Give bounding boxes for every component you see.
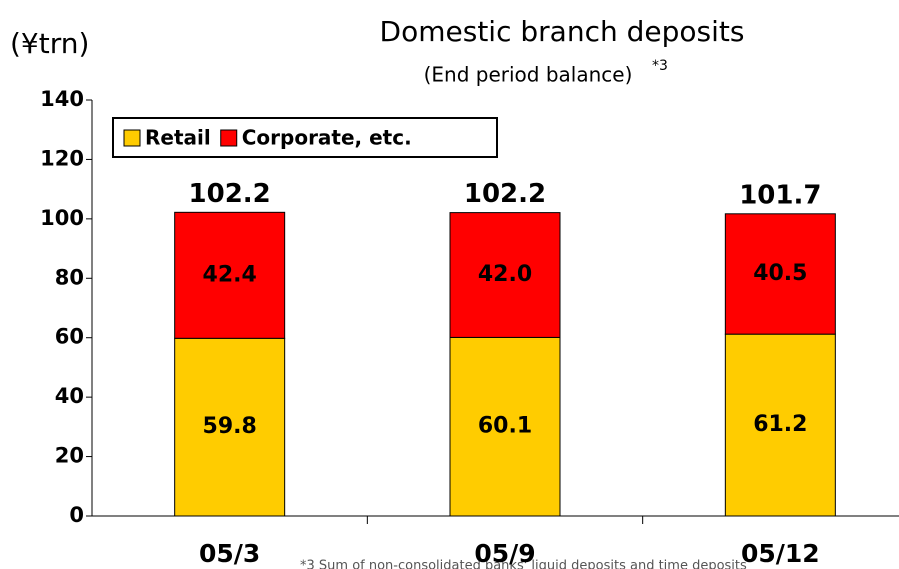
value-label: 42.0 <box>478 262 532 287</box>
bar-segment <box>174 211 286 339</box>
value-label: 59.8 <box>203 414 257 439</box>
y-tick-label: 60 <box>55 325 84 349</box>
bar-segment <box>724 213 836 335</box>
bar-segment <box>449 212 561 338</box>
value-label: 40.5 <box>753 261 807 286</box>
total-label: 102.2 <box>189 179 271 209</box>
y-tick-label: 140 <box>40 87 84 111</box>
legend-label: Retail <box>145 126 211 150</box>
y-tick-label: 20 <box>55 444 84 468</box>
y-tick-label: 0 <box>69 503 84 527</box>
bar-segment <box>724 333 836 517</box>
x-tick-label: 05/3 <box>199 539 260 568</box>
y-tick-label: 100 <box>40 206 84 230</box>
total-label: 101.7 <box>739 180 821 210</box>
chart-title: Domestic branch deposits <box>380 15 745 48</box>
x-tick-label: 05/12 <box>741 539 820 568</box>
chart-subtitle: (End period balance) <box>424 63 633 87</box>
total-label: 102.2 <box>464 179 546 209</box>
bar-segment <box>449 336 561 517</box>
y-tick-label: 40 <box>55 384 84 408</box>
bar-segment <box>174 337 286 517</box>
legend-swatch <box>220 129 238 147</box>
y-tick-label: 120 <box>40 146 84 170</box>
y-axis-label: (¥trn) <box>10 27 89 60</box>
y-tick-label: 80 <box>55 265 84 289</box>
legend-box <box>112 117 498 158</box>
x-tick-label: 05/9 <box>474 539 535 568</box>
footnote: *3 Sum of non-consolidated banks' liquid… <box>300 559 747 569</box>
legend-label: Corporate, etc. <box>242 126 412 150</box>
value-label: 60.1 <box>478 414 532 439</box>
value-label: 61.2 <box>753 412 807 437</box>
value-label: 42.4 <box>203 262 257 287</box>
legend-swatch <box>123 129 141 147</box>
subtitle-note: *3 <box>652 58 668 74</box>
